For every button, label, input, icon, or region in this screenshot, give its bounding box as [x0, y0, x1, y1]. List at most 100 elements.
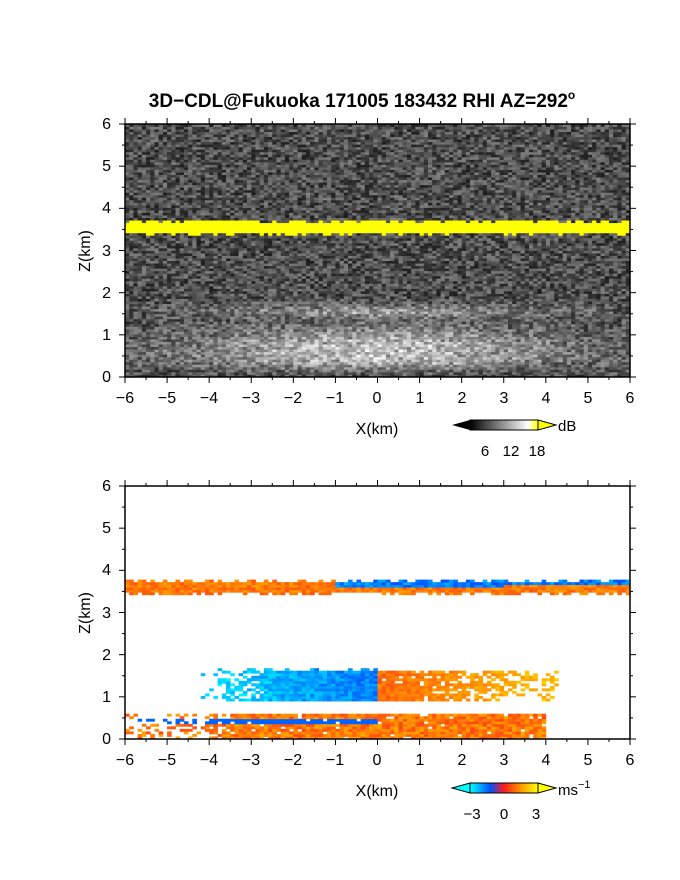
backscatter-cell [221, 270, 227, 274]
backscatter-cell [280, 194, 286, 198]
backscatter-cell [234, 247, 240, 251]
backscatter-cell [146, 151, 151, 155]
backscatter-cell [209, 333, 214, 337]
backscatter-cell [204, 313, 210, 317]
backscatter-cell [129, 215, 134, 219]
backscatter-cell [179, 220, 185, 224]
backscatter-cell [230, 366, 235, 370]
backscatter-cell [226, 197, 231, 201]
backscatter-cell [188, 273, 193, 277]
backscatter-cell [230, 222, 235, 226]
backscatter-cell [280, 167, 286, 170]
backscatter-cell [305, 222, 311, 226]
backscatter-cell [125, 371, 130, 375]
backscatter-cell [305, 124, 311, 127]
backscatter-cell [268, 333, 273, 337]
backscatter-cell [171, 182, 176, 186]
backscatter-cell [310, 366, 315, 370]
backscatter-cell [179, 283, 185, 287]
backscatter-cell [242, 202, 248, 206]
backscatter-cell [293, 283, 298, 287]
backscatter-cell [259, 144, 265, 148]
backscatter-cell [162, 194, 168, 198]
backscatter-cell [314, 194, 319, 198]
backscatter-cell [217, 298, 223, 302]
backscatter-cell [150, 283, 155, 287]
backscatter-cell [242, 318, 248, 322]
backscatter-cell [209, 306, 214, 310]
backscatter-cell [183, 242, 189, 246]
backscatter-cell [251, 126, 256, 130]
backscatter-cell [196, 280, 202, 284]
backscatter-cell [204, 306, 210, 310]
backscatter-cell [230, 187, 235, 191]
backscatter-cell [255, 303, 261, 307]
backscatter-cell [150, 293, 155, 297]
backscatter-cell [276, 199, 282, 203]
backscatter-cell [150, 361, 155, 365]
backscatter-cell [141, 280, 147, 284]
backscatter-cell [167, 328, 172, 332]
backscatter-cell [129, 339, 134, 342]
backscatter-cell [133, 204, 139, 208]
backscatter-cell [175, 192, 181, 196]
backscatter-cell [146, 146, 151, 150]
backscatter-cell [150, 134, 155, 138]
backscatter-cell [322, 296, 328, 299]
backscatter-cell [268, 126, 273, 130]
backscatter-cell [213, 182, 218, 186]
backscatter-cell [255, 177, 261, 181]
backscatter-cell [247, 303, 252, 307]
backscatter-cell [251, 235, 256, 239]
backscatter-cell [280, 154, 286, 158]
backscatter-cell [259, 126, 265, 130]
backscatter-cell [158, 197, 164, 201]
backscatter-cell [310, 245, 315, 249]
backscatter-cell [171, 339, 176, 342]
backscatter-cell [158, 318, 164, 322]
backscatter-cell [293, 146, 298, 150]
backscatter-cell [137, 306, 143, 310]
backscatter-cell [263, 184, 269, 188]
backscatter-cell [272, 222, 277, 226]
backscatter-cell [238, 151, 244, 155]
backscatter-cell [297, 354, 303, 358]
backscatter-cell [331, 318, 336, 322]
backscatter-cell [129, 326, 134, 330]
backscatter-cell [209, 313, 214, 317]
backscatter-cell [154, 247, 160, 251]
backscatter-cell [284, 222, 290, 226]
backscatter-cell [200, 184, 206, 188]
backscatter-cell [242, 139, 248, 143]
backscatter-cell [259, 134, 265, 138]
backscatter-cell [314, 323, 319, 327]
backscatter-cell [154, 336, 160, 340]
backscatter-cell [297, 285, 303, 289]
backscatter-cell [259, 167, 265, 170]
backscatter-cell [183, 364, 189, 368]
backscatter-cell [150, 124, 155, 127]
backscatter-cell [167, 232, 172, 236]
backscatter-cell [284, 156, 290, 160]
backscatter-cell [230, 316, 235, 320]
backscatter-cell [226, 258, 231, 262]
backscatter-cell [158, 245, 164, 249]
backscatter-cell [272, 187, 277, 191]
backscatter-cell [297, 179, 303, 183]
backscatter-cell [255, 129, 261, 132]
backscatter-cell [171, 177, 176, 181]
backscatter-cell [242, 232, 248, 236]
backscatter-cell [322, 354, 328, 358]
backscatter-cell [209, 268, 214, 272]
backscatter-cell [310, 361, 315, 365]
backscatter-cell [158, 265, 164, 269]
backscatter-cell [263, 199, 269, 203]
backscatter-cell [209, 283, 214, 287]
backscatter-cell [293, 207, 298, 211]
backscatter-cell [213, 275, 218, 279]
backscatter-cell [154, 161, 160, 165]
backscatter-cell [196, 230, 202, 234]
backscatter-cell [196, 212, 202, 216]
backscatter-cell [150, 354, 155, 358]
backscatter-cell [230, 220, 235, 224]
